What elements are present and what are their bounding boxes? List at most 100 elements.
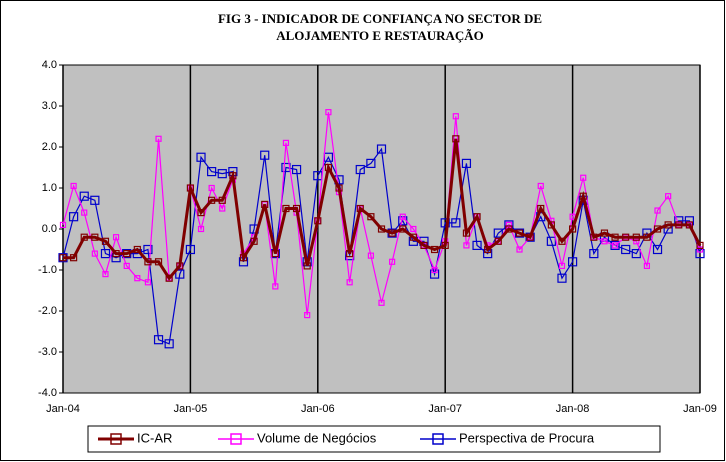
point <box>272 283 279 290</box>
point <box>59 254 67 262</box>
point <box>376 144 387 154</box>
point <box>165 274 173 282</box>
y-tick-label: 1.0 <box>42 182 57 194</box>
y-tick-label: -2.0 <box>38 305 57 317</box>
point <box>675 221 683 229</box>
point <box>452 113 459 120</box>
point <box>494 237 502 245</box>
point <box>516 246 523 253</box>
point <box>557 273 567 283</box>
point <box>123 262 130 269</box>
point <box>611 242 619 249</box>
point <box>261 200 269 208</box>
point <box>589 249 599 259</box>
x-tick-label: Jan-04 <box>46 403 80 415</box>
series-line <box>63 138 702 281</box>
point <box>664 221 672 229</box>
point <box>80 233 88 241</box>
point <box>537 182 544 190</box>
point <box>153 335 164 345</box>
point <box>314 217 322 225</box>
point <box>355 164 365 175</box>
point <box>665 193 672 200</box>
point <box>112 234 120 241</box>
y-tick-label: 0.0 <box>42 223 57 235</box>
point <box>568 225 577 233</box>
point <box>197 225 205 233</box>
series-line <box>62 147 701 345</box>
point <box>547 221 555 229</box>
point <box>389 258 396 265</box>
point <box>590 233 598 241</box>
point <box>260 150 270 160</box>
x-tick-label: Jan-05 <box>174 403 208 415</box>
point <box>601 238 608 245</box>
point <box>239 254 248 262</box>
y-tick-label: 3.0 <box>42 100 57 112</box>
point <box>378 299 385 306</box>
x-tick-label: Jan-09 <box>683 403 717 415</box>
legend-marker <box>110 433 122 445</box>
point <box>185 244 195 255</box>
point <box>652 244 663 255</box>
point <box>420 241 428 249</box>
point <box>505 225 513 233</box>
point <box>441 241 449 249</box>
y-tick-label: 4.0 <box>42 59 57 71</box>
point <box>633 238 640 245</box>
point <box>282 139 290 146</box>
point <box>229 172 237 180</box>
point <box>654 207 661 214</box>
point <box>622 233 630 241</box>
point <box>102 271 109 278</box>
legend: IC-AR Volume de Negócios Perspectiva de Pr… <box>98 430 595 445</box>
point <box>101 237 110 245</box>
point <box>304 312 311 319</box>
x-tick-label: Jan-06 <box>301 403 335 415</box>
point <box>452 135 460 143</box>
point <box>91 250 98 257</box>
point <box>175 269 185 279</box>
point <box>144 279 152 286</box>
point <box>462 229 471 237</box>
point <box>218 196 226 204</box>
point <box>567 257 578 267</box>
point <box>335 184 343 192</box>
point <box>461 158 472 168</box>
point <box>610 240 620 250</box>
plot-area <box>62 64 701 394</box>
point <box>81 209 88 216</box>
point <box>208 184 215 192</box>
point <box>186 184 194 192</box>
point <box>70 182 77 190</box>
point <box>484 245 492 254</box>
chart-title: FIG 3 - INDICADOR DE CONFIANÇA NO SECTOR… <box>218 11 542 26</box>
point <box>580 174 587 181</box>
point <box>696 246 704 253</box>
point <box>217 169 227 179</box>
y-tick-label: -3.0 <box>38 346 57 358</box>
point <box>112 250 120 258</box>
point <box>695 249 705 259</box>
legend-marker <box>432 433 444 445</box>
legend-label: Volume de Negócios <box>257 430 377 445</box>
point <box>377 225 386 233</box>
point <box>346 250 354 258</box>
point <box>292 204 301 213</box>
point <box>463 242 470 249</box>
point <box>59 221 67 228</box>
point <box>325 109 332 116</box>
point <box>653 225 662 233</box>
y-tick-label: -1.0 <box>38 264 57 276</box>
point <box>219 205 226 212</box>
point <box>451 218 461 228</box>
point <box>515 229 524 237</box>
point <box>558 262 566 269</box>
point <box>696 241 704 249</box>
point <box>356 204 364 213</box>
point <box>621 244 631 255</box>
x-tick-label: Jan-08 <box>556 403 590 415</box>
point <box>123 250 131 258</box>
point <box>70 254 78 262</box>
legend-label: Perspectiva de Procura <box>459 430 595 445</box>
